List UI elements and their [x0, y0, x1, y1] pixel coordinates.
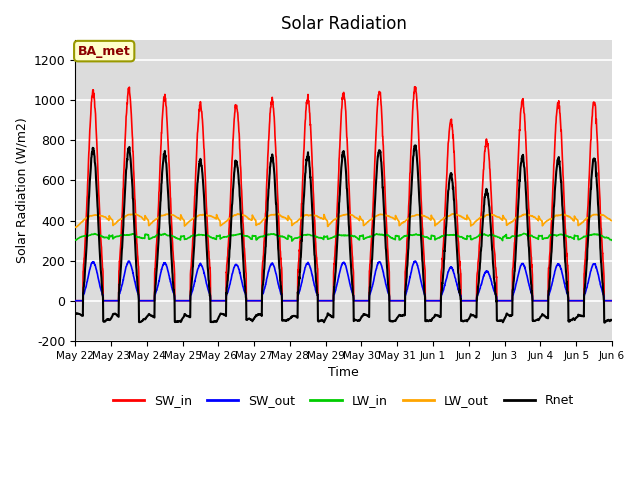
LW_out [585, 214, 593, 220]
SW_out [218, 298, 226, 303]
Rnet [172, 319, 179, 325]
SW_in [585, 189, 593, 195]
LW_out [349, 213, 357, 218]
SW_in [172, 298, 179, 303]
SW_in [71, 298, 79, 303]
LW_in [288, 238, 296, 244]
LW_out [608, 218, 616, 224]
SW_out [585, 277, 593, 283]
SW_out [608, 298, 616, 303]
Rnet [349, 283, 356, 289]
SW_out [125, 258, 133, 264]
SW_in [404, 213, 412, 218]
Legend: SW_in, SW_out, LW_in, LW_out, Rnet: SW_in, SW_out, LW_in, LW_out, Rnet [108, 389, 579, 412]
Line: SW_out: SW_out [75, 261, 612, 300]
LW_in [71, 237, 79, 243]
SW_in [218, 298, 225, 303]
LW_out [503, 222, 511, 228]
Rnet [218, 311, 225, 317]
SW_out [405, 280, 413, 286]
Rnet [601, 320, 609, 325]
X-axis label: Time: Time [328, 366, 359, 379]
LW_out [274, 211, 282, 216]
Y-axis label: Solar Radiation (W/m2): Solar Radiation (W/m2) [15, 118, 28, 264]
Rnet [503, 311, 511, 316]
LW_in [405, 233, 413, 239]
Title: Solar Radiation: Solar Radiation [280, 15, 406, 33]
LW_out [218, 222, 226, 228]
SW_in [411, 84, 419, 90]
SW_in [503, 298, 511, 303]
SW_out [71, 298, 79, 303]
LW_in [218, 235, 225, 241]
LW_in [349, 233, 356, 239]
LW_in [503, 235, 511, 241]
Line: Rnet: Rnet [75, 145, 612, 323]
Rnet [404, 245, 412, 251]
Rnet [71, 311, 79, 316]
Rnet [412, 143, 419, 148]
LW_in [585, 232, 593, 238]
Text: BA_met: BA_met [78, 45, 131, 58]
LW_out [72, 225, 79, 230]
LW_out [172, 214, 179, 219]
SW_out [172, 298, 179, 303]
SW_in [349, 254, 356, 260]
LW_in [520, 230, 527, 236]
SW_out [349, 291, 356, 297]
Line: SW_in: SW_in [75, 87, 612, 300]
LW_out [71, 224, 79, 230]
Rnet [608, 317, 616, 323]
SW_out [503, 298, 511, 303]
LW_in [608, 238, 616, 243]
LW_out [405, 215, 413, 221]
LW_in [172, 235, 179, 240]
Line: LW_out: LW_out [75, 214, 612, 228]
Line: LW_in: LW_in [75, 233, 612, 241]
SW_in [608, 298, 616, 303]
Rnet [585, 228, 593, 233]
